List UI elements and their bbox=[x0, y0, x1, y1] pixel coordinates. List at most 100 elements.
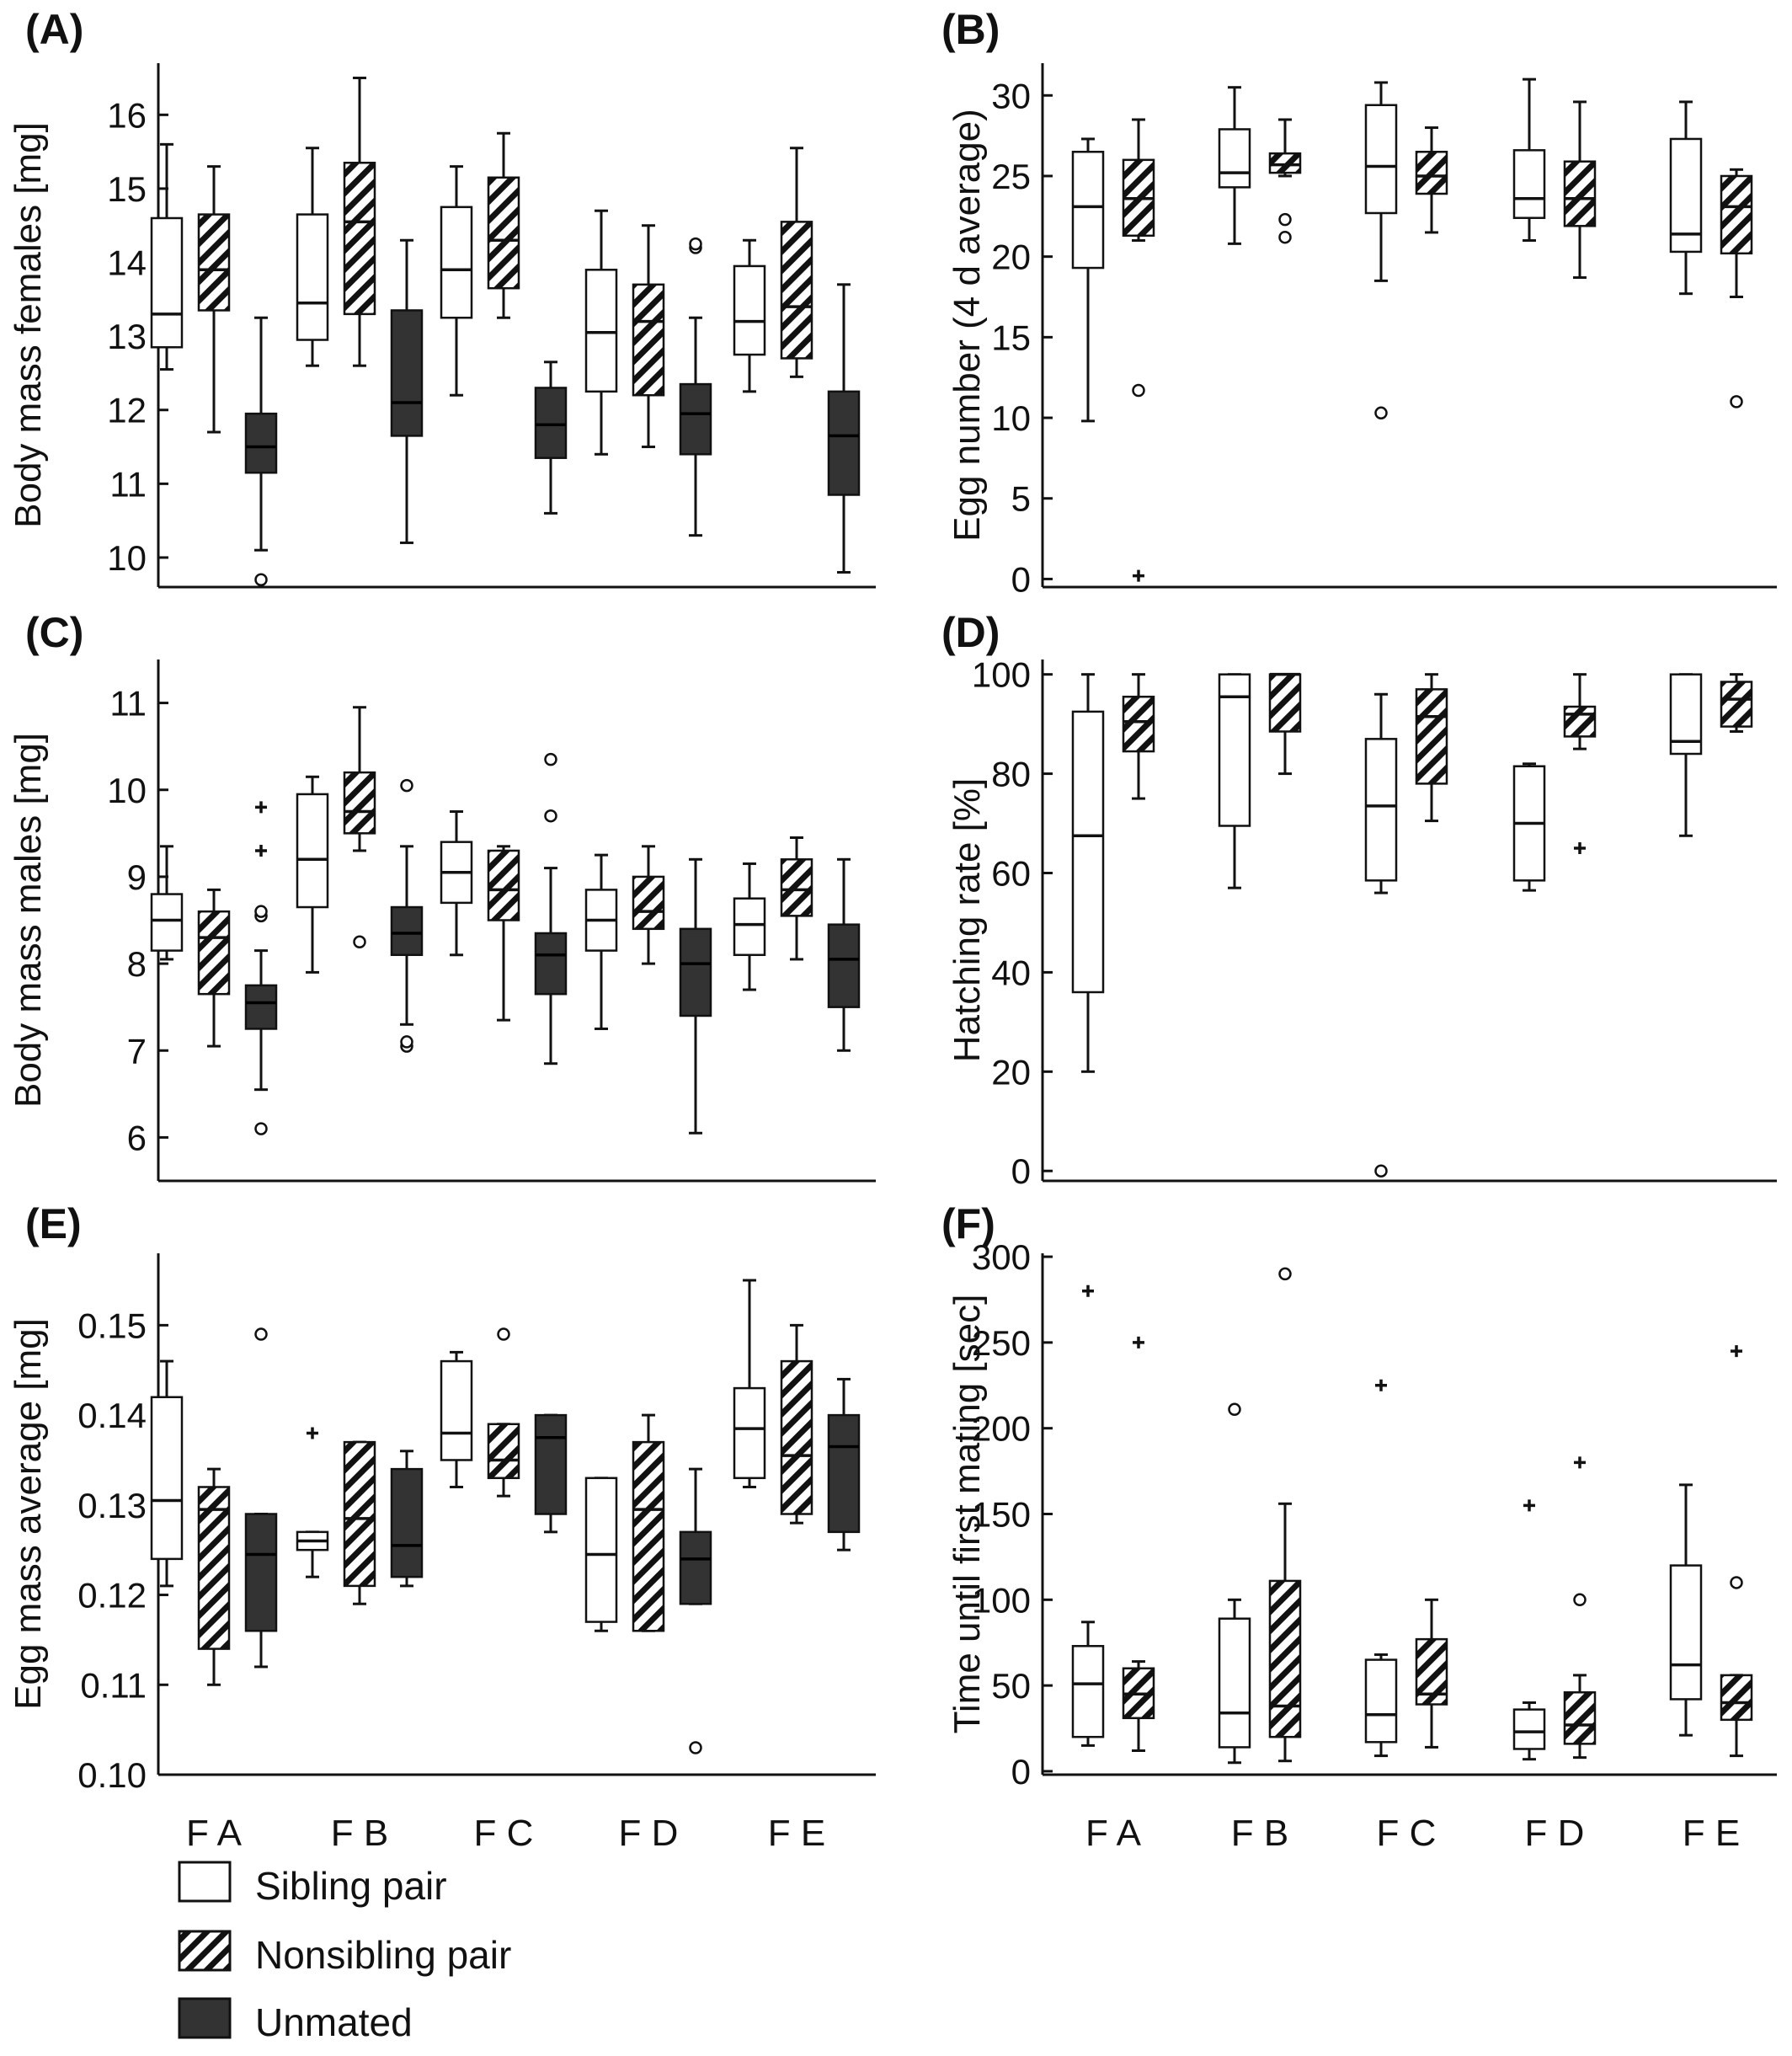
outlier-point bbox=[544, 809, 557, 823]
x-tick-label: F E bbox=[768, 1813, 825, 1854]
box-non bbox=[1563, 673, 1597, 855]
y-tick-label: 12 bbox=[107, 391, 147, 430]
outlier-point bbox=[1278, 212, 1292, 227]
x-tick-label: F C bbox=[1377, 1813, 1437, 1854]
box-non bbox=[487, 845, 520, 1022]
extreme-point bbox=[1731, 1345, 1742, 1358]
box-body bbox=[296, 793, 329, 909]
box-non bbox=[343, 77, 376, 367]
box-sib bbox=[296, 147, 329, 367]
outlier-point bbox=[254, 573, 268, 586]
box-body bbox=[1122, 695, 1155, 753]
x-tick-label: F A bbox=[1085, 1813, 1142, 1854]
box-non bbox=[1563, 1456, 1597, 1760]
box-non bbox=[1122, 1336, 1155, 1752]
outlier-point bbox=[497, 1327, 510, 1341]
outlier-point bbox=[689, 1741, 702, 1754]
box-non bbox=[1268, 672, 1302, 776]
outlier-point bbox=[1278, 230, 1292, 244]
box-body bbox=[679, 927, 712, 1017]
box-sib bbox=[1512, 77, 1546, 243]
panel-d: (D) 0 20 40 60 80 100 Hatching rate [%] bbox=[941, 609, 1777, 1191]
box-body bbox=[1071, 151, 1105, 270]
y-tick-label: 100 bbox=[972, 655, 1031, 695]
box-non bbox=[1268, 1267, 1302, 1763]
box-sib bbox=[1218, 1402, 1251, 1765]
box-sib bbox=[440, 1350, 473, 1488]
box-sib bbox=[150, 1359, 184, 1588]
box-unm bbox=[244, 801, 278, 1135]
box-non bbox=[1720, 168, 1753, 409]
y-tick-label: 100 bbox=[972, 1580, 1031, 1620]
box-body bbox=[150, 893, 184, 952]
box-body bbox=[1512, 1708, 1546, 1750]
box-non bbox=[1268, 118, 1302, 244]
box-body bbox=[487, 176, 520, 290]
box-sib bbox=[1071, 1284, 1105, 1747]
x-tick-label: F A bbox=[186, 1813, 243, 1854]
y-tick-label: 15 bbox=[991, 318, 1031, 357]
box-unm bbox=[244, 316, 278, 586]
outlier-point bbox=[689, 237, 702, 251]
extreme-point bbox=[1133, 569, 1144, 582]
box-unm bbox=[827, 857, 861, 1052]
box-sib bbox=[1071, 137, 1105, 423]
y-tick-label: 0.13 bbox=[77, 1486, 147, 1525]
box-body bbox=[1720, 1674, 1753, 1722]
y-tick-label: 0.12 bbox=[77, 1576, 147, 1615]
box-non bbox=[780, 1323, 813, 1525]
extreme-point bbox=[255, 801, 267, 814]
box-body bbox=[1563, 705, 1597, 738]
box-non bbox=[1720, 673, 1753, 733]
box-unm bbox=[390, 238, 424, 544]
box-unm bbox=[390, 1450, 424, 1588]
outlier-point bbox=[1374, 406, 1388, 420]
box-non bbox=[487, 1327, 520, 1498]
box-body bbox=[1071, 710, 1105, 994]
box-sib bbox=[150, 845, 184, 961]
y-axis-title: Egg mass average [mg] bbox=[8, 1318, 49, 1710]
box-body bbox=[244, 1513, 278, 1632]
box-body bbox=[150, 1396, 184, 1561]
box-unm bbox=[827, 283, 861, 574]
outlier-point bbox=[1730, 395, 1743, 409]
y-tick-label: 9 bbox=[127, 857, 147, 897]
legend-label: Sibling pair bbox=[255, 1864, 447, 1908]
box-non bbox=[1122, 118, 1155, 582]
box-body bbox=[780, 1359, 813, 1515]
box-body bbox=[534, 1413, 568, 1515]
extreme-point bbox=[1133, 1336, 1144, 1348]
legend-swatch bbox=[178, 1930, 232, 1972]
box-body bbox=[780, 858, 813, 917]
box-body bbox=[1071, 1645, 1105, 1738]
box-body bbox=[487, 1423, 520, 1480]
y-tick-label: 7 bbox=[127, 1031, 147, 1071]
box-non bbox=[343, 706, 376, 949]
outlier-point bbox=[400, 1035, 413, 1049]
panel-label: (F) bbox=[941, 1200, 995, 1247]
y-tick-label: 0.14 bbox=[77, 1396, 147, 1435]
legend-item-unm: Unmated bbox=[178, 1997, 413, 2044]
box-sib bbox=[1364, 1379, 1398, 1758]
extreme-point bbox=[1523, 1499, 1535, 1512]
box-body bbox=[1268, 673, 1302, 733]
outlier-point bbox=[544, 752, 557, 766]
box-non bbox=[197, 1467, 231, 1686]
box-sib bbox=[150, 142, 184, 371]
extreme-point bbox=[1375, 1379, 1387, 1391]
extreme-point bbox=[307, 1427, 318, 1439]
box-body bbox=[780, 221, 813, 360]
y-tick-label: 50 bbox=[991, 1666, 1031, 1706]
panel-f: (F) 0 50 100 150 200 250 300 Time until first ma… bbox=[941, 1200, 1777, 1854]
box-sib bbox=[296, 1427, 329, 1578]
box-unm bbox=[244, 1327, 278, 1669]
box-non bbox=[1122, 673, 1155, 800]
x-tick-label: F E bbox=[1683, 1813, 1740, 1854]
legend-item-non: Nonsibling pair bbox=[178, 1930, 511, 1977]
panel-label: (D) bbox=[941, 609, 1000, 656]
box-body bbox=[733, 1386, 766, 1480]
y-tick-label: 200 bbox=[972, 1409, 1031, 1449]
box-body bbox=[534, 932, 568, 996]
panel-label: (A) bbox=[25, 6, 83, 53]
legend-item-sib: Sibling pair bbox=[178, 1861, 447, 1908]
